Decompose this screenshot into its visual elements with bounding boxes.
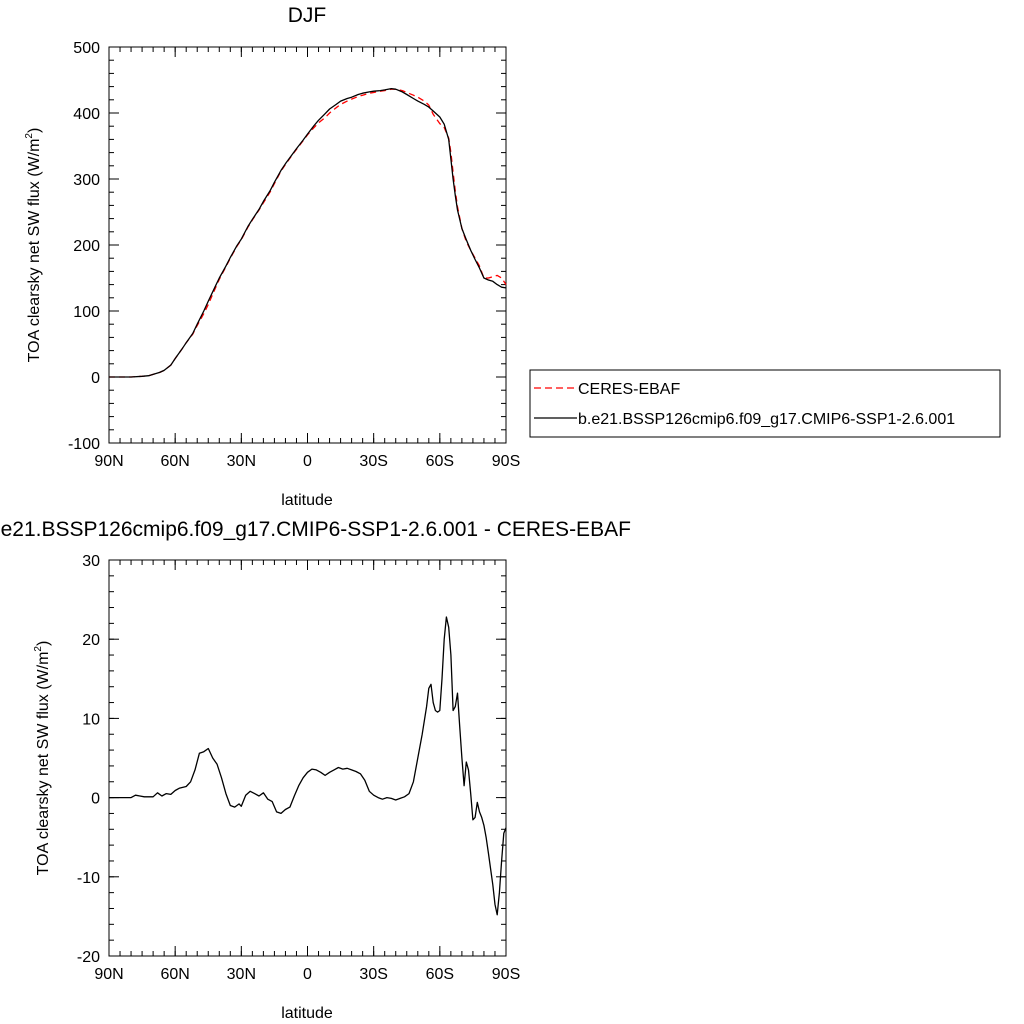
bottom-y-tick-label: 20 bbox=[82, 632, 100, 649]
legend-box bbox=[529, 369, 1001, 438]
bottom-x-tick-label: 0 bbox=[303, 966, 312, 983]
top-series-lines bbox=[109, 87, 507, 378]
bottom-y-tick-labels: -20 -10 0 10 20 30 bbox=[77, 553, 100, 966]
bottom-y-axis-label-sup: 2 bbox=[33, 646, 44, 652]
top-chart-title: DJF bbox=[288, 4, 327, 27]
top-plot-frame bbox=[108, 46, 507, 444]
top-y-tick-label: 300 bbox=[73, 172, 100, 189]
top-y-tick-label: 0 bbox=[91, 370, 100, 387]
legend: CERES-EBAF b.e21.BSSP126cmip6.f09_g17.CM… bbox=[529, 369, 1001, 438]
top-x-axis-label: latitude bbox=[281, 492, 333, 509]
top-axis-ticks bbox=[108, 46, 507, 444]
top-x-tick-label: 30S bbox=[359, 453, 387, 470]
bottom-series-line-difference bbox=[109, 616, 507, 916]
bottom-y-tick-label: -10 bbox=[77, 870, 100, 887]
top-y-axis-label-sup: 2 bbox=[24, 133, 35, 139]
top-y-tick-label: -100 bbox=[68, 436, 100, 453]
bottom-x-tick-label: 60N bbox=[160, 966, 189, 983]
bottom-y-axis-label-close: ) bbox=[35, 641, 52, 646]
legend-label-model: b.e21.BSSP126cmip6.f09_g17.CMIP6-SSP1-2.… bbox=[578, 411, 955, 428]
top-y-tick-label: 200 bbox=[73, 238, 100, 255]
top-y-axis-label-close: ) bbox=[26, 128, 43, 133]
bottom-x-tick-label: 90S bbox=[492, 966, 520, 983]
bottom-y-tick-label: 0 bbox=[91, 791, 100, 808]
bottom-y-tick-label: -20 bbox=[77, 949, 100, 966]
top-y-tick-label: 100 bbox=[73, 304, 100, 321]
bottom-x-axis-label: latitude bbox=[281, 1005, 333, 1022]
bottom-x-tick-label: 30S bbox=[359, 966, 387, 983]
top-y-axis-label: TOA clearsky net SW flux (W/m2) bbox=[24, 128, 43, 363]
bottom-series-lines bbox=[109, 616, 507, 916]
legend-label-ceres: CERES-EBAF bbox=[578, 381, 680, 398]
bottom-x-tick-labels: 90N 60N 30N 0 30S 60S 90S bbox=[94, 966, 520, 983]
top-y-tick-label: 400 bbox=[73, 106, 100, 123]
bottom-x-tick-label: 30N bbox=[227, 966, 256, 983]
bottom-y-axis-label: TOA clearsky net SW flux (W/m2) bbox=[33, 641, 52, 876]
bottom-axis-ticks bbox=[108, 559, 507, 957]
top-x-tick-label: 30N bbox=[227, 453, 256, 470]
bottom-y-tick-label: 30 bbox=[82, 553, 100, 570]
bottom-chart: b.e21.BSSP126cmip6.f09_g17.CMIP6-SSP1-2.… bbox=[0, 518, 631, 1022]
top-x-tick-label: 60N bbox=[160, 453, 189, 470]
top-y-axis-label-main: TOA clearsky net SW flux (W/m bbox=[26, 139, 43, 363]
top-chart: DJF 90N 60N 30N 0 30S 60S 90S -100 0 100 200 300 40… bbox=[24, 4, 1001, 509]
bottom-x-tick-label: 90N bbox=[94, 966, 123, 983]
top-x-tick-labels: 90N 60N 30N 0 30S 60S 90S bbox=[94, 453, 520, 470]
top-x-tick-label: 90S bbox=[492, 453, 520, 470]
top-x-tick-label: 0 bbox=[303, 453, 312, 470]
top-y-tick-labels: -100 0 100 200 300 400 500 bbox=[68, 40, 100, 453]
bottom-x-tick-label: 60S bbox=[426, 966, 454, 983]
top-y-tick-label: 500 bbox=[73, 40, 100, 57]
top-series-line-model bbox=[109, 87, 507, 378]
bottom-chart-title: b.e21.BSSP126cmip6.f09_g17.CMIP6-SSP1-2.… bbox=[0, 518, 631, 541]
top-x-tick-label: 60S bbox=[426, 453, 454, 470]
top-x-tick-label: 90N bbox=[94, 453, 123, 470]
bottom-y-axis-label-main: TOA clearsky net SW flux (W/m bbox=[35, 652, 52, 876]
bottom-y-tick-label: 10 bbox=[82, 711, 100, 728]
